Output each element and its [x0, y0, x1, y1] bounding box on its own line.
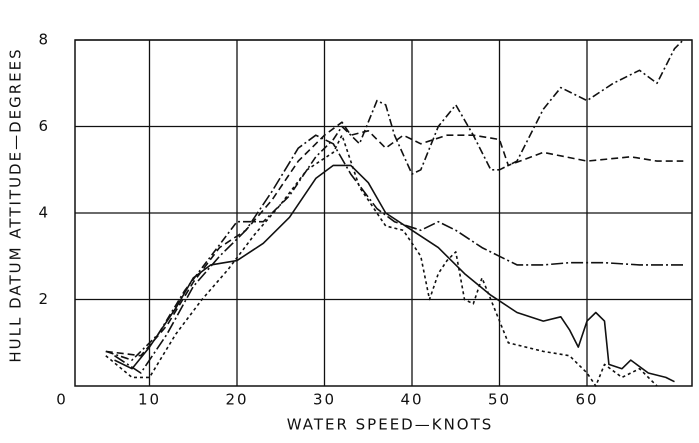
series-line	[105, 134, 658, 387]
x-tick-label: 40	[400, 391, 423, 409]
series-line	[114, 134, 684, 374]
series-line	[105, 39, 684, 361]
x-tick-label: 30	[313, 391, 336, 409]
y-tick-label: 6	[38, 117, 50, 135]
y-tick-label: 4	[38, 204, 50, 222]
series-line	[114, 164, 675, 383]
y-tick-label: 2	[38, 290, 50, 308]
x-axis-label: WATER SPEED—KNOTS	[287, 416, 494, 434]
x-tick-label: 60	[575, 391, 598, 409]
y-axis-label: HULL DATUM ATTITUDE—DEGREES	[7, 47, 25, 362]
y-tick-label: 8	[38, 31, 50, 49]
x-tick-label: 50	[488, 391, 511, 409]
x-tick-label: 0	[56, 391, 68, 409]
x-tick-label: 10	[138, 391, 161, 409]
series-line	[105, 121, 684, 357]
x-tick-label: 20	[225, 391, 248, 409]
